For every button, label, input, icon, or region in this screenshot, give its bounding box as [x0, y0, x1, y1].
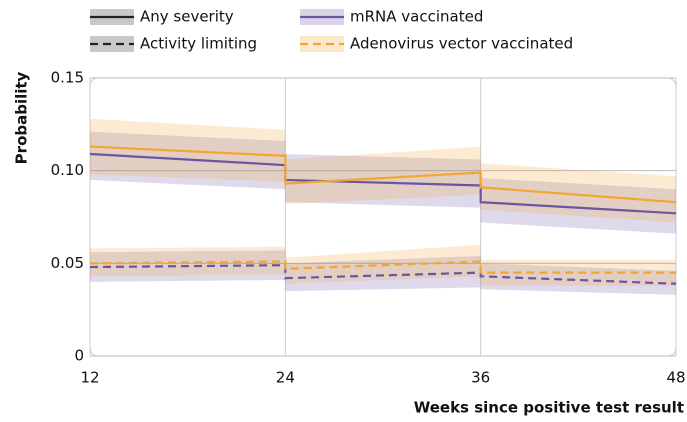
legend-label: Any severity	[140, 8, 234, 26]
line	[89, 145, 677, 204]
x-tick-label: 12	[80, 369, 99, 387]
legend-label: Adenovirus vector vaccinated	[350, 35, 573, 53]
x-tick-label: 48	[666, 369, 685, 387]
y-tick-label: 0	[74, 347, 84, 365]
legend-band	[300, 36, 344, 52]
x-tick-label: 24	[276, 369, 295, 387]
legend-label: mRNA vaccinated	[350, 8, 483, 26]
x-axis-label: Weeks since positive test result	[414, 399, 684, 417]
legend-label: Activity limiting	[140, 35, 257, 53]
line	[89, 152, 677, 215]
confidence-band	[90, 118, 676, 223]
y-tick-label: 0.10	[51, 161, 84, 179]
x-tick-label: 36	[471, 369, 490, 387]
y-tick-label: 0.05	[51, 254, 84, 272]
legend-band	[90, 36, 134, 52]
y-axis-label: Probability	[13, 71, 31, 164]
y-tick-label: 0.15	[51, 69, 84, 87]
line	[89, 264, 677, 285]
line	[89, 260, 676, 274]
